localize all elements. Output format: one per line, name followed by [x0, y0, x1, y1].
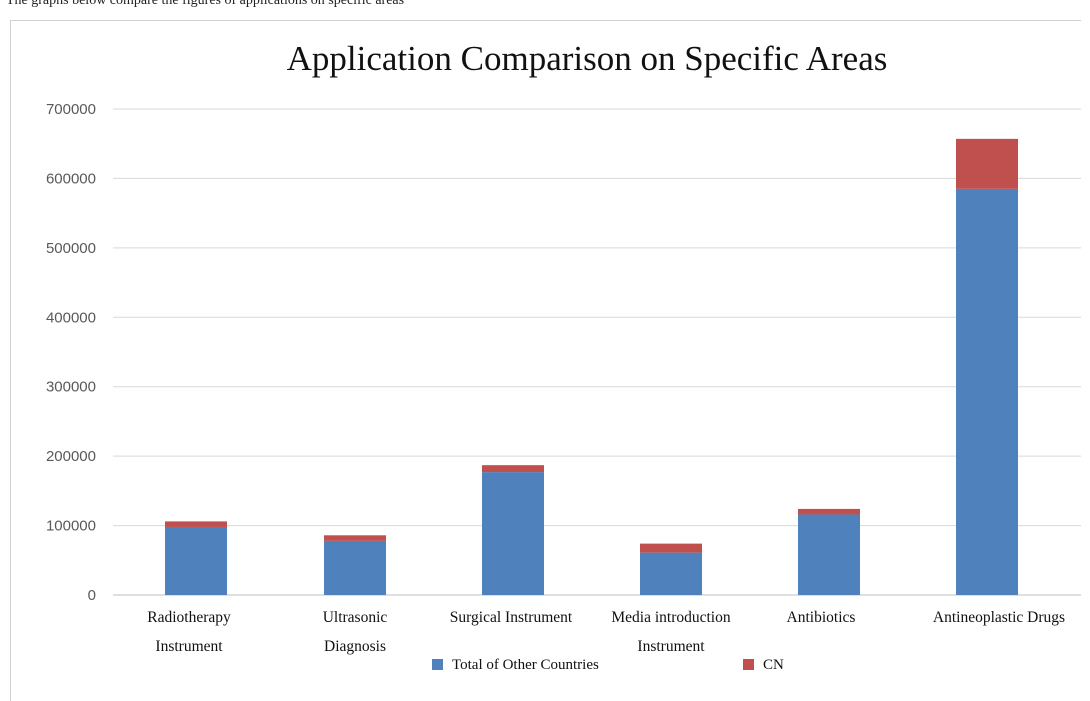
y-tick-label: 600000 [46, 170, 96, 187]
x-tick-label-line: Antineoplastic Drugs [933, 609, 1065, 626]
x-tick-label: Antineoplastic Drugs [933, 609, 1065, 626]
y-tick-label: 200000 [46, 448, 96, 465]
bar-cn [324, 535, 386, 541]
bar-other-countries [165, 526, 227, 595]
y-tick-label: 400000 [46, 309, 96, 326]
y-tick-label: 0 [88, 587, 96, 604]
x-tick-label-line: Radiotherapy [147, 609, 231, 626]
legend-swatch [743, 659, 754, 670]
x-tick-label-line: Instrument [155, 638, 223, 655]
x-tick-label: Media introduction Instrument [611, 609, 730, 655]
bars [165, 138, 1018, 596]
legend-swatch [432, 659, 443, 670]
y-tick-label: 700000 [46, 101, 96, 118]
x-tick-label-line: Media introduction [611, 609, 730, 626]
y-tick-label: 300000 [46, 379, 96, 396]
y-tick-label: 100000 [46, 518, 96, 535]
x-tick-label: Ultrasonic Diagnosis [323, 609, 388, 655]
bar-cn [165, 521, 227, 527]
bar-cn [640, 543, 702, 553]
x-tick-label-line: Surgical Instrument [450, 609, 573, 626]
bar-cn [482, 465, 544, 473]
x-axis: Radiotherapy Instrument Ultrasonic Diagnosi… [147, 609, 1065, 655]
bar-other-countries [956, 188, 1018, 596]
legend: Total of Other Countries CN [432, 657, 784, 673]
bar-cn [956, 138, 1018, 189]
stacked-bar-chart: Application Comparison on Specific Areas… [46, 39, 1081, 673]
caption-fragment-text: The graphs below compare the figures of … [6, 0, 405, 8]
caption-fragment: The graphs below compare the figures of … [0, 0, 1090, 14]
chart-frame: Application Comparison on Specific Areas… [10, 20, 1081, 701]
legend-label: CN [763, 657, 784, 673]
y-tick-label: 500000 [46, 240, 96, 257]
chart-title: Application Comparison on Specific Areas [287, 39, 888, 78]
x-tick-label-line: Antibiotics [787, 609, 856, 626]
bar-other-countries [482, 472, 544, 595]
gridlines [113, 108, 1081, 596]
y-axis: 700000 600000 500000 400000 300000 200000 1000… [46, 101, 96, 604]
x-tick-label-line: Instrument [637, 638, 705, 655]
x-tick-label: Surgical Instrument [450, 609, 573, 626]
x-tick-label-line: Ultrasonic [323, 609, 388, 626]
x-tick-label: Radiotherapy Instrument [147, 609, 231, 655]
bar-cn [798, 508, 860, 515]
x-tick-label-line: Diagnosis [324, 638, 386, 655]
bar-other-countries [798, 514, 860, 595]
x-tick-label: Antibiotics [787, 609, 856, 626]
bar-other-countries [324, 540, 386, 595]
legend-label: Total of Other Countries [452, 657, 599, 673]
bar-other-countries [640, 552, 702, 595]
